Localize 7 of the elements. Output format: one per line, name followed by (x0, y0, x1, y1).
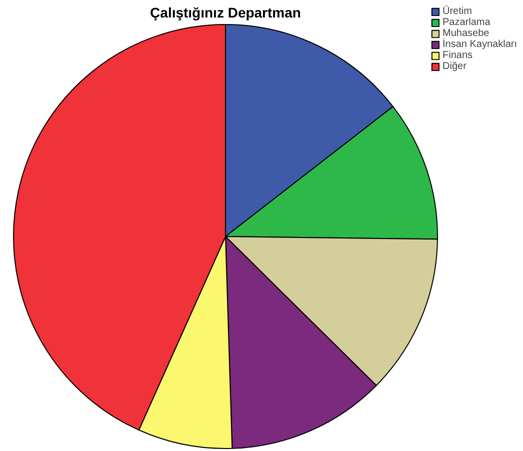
legend-label: Muhasebe (442, 28, 490, 39)
legend-label: Üretim (442, 6, 472, 17)
legend-label: Finans (442, 50, 473, 61)
chart-title: Çalıştığınız Departman (150, 4, 301, 20)
legend-label: Diğer (442, 61, 466, 72)
legend-label: İnsan Kaynakları (442, 39, 517, 50)
legend-label: Pazarlama (442, 17, 490, 28)
